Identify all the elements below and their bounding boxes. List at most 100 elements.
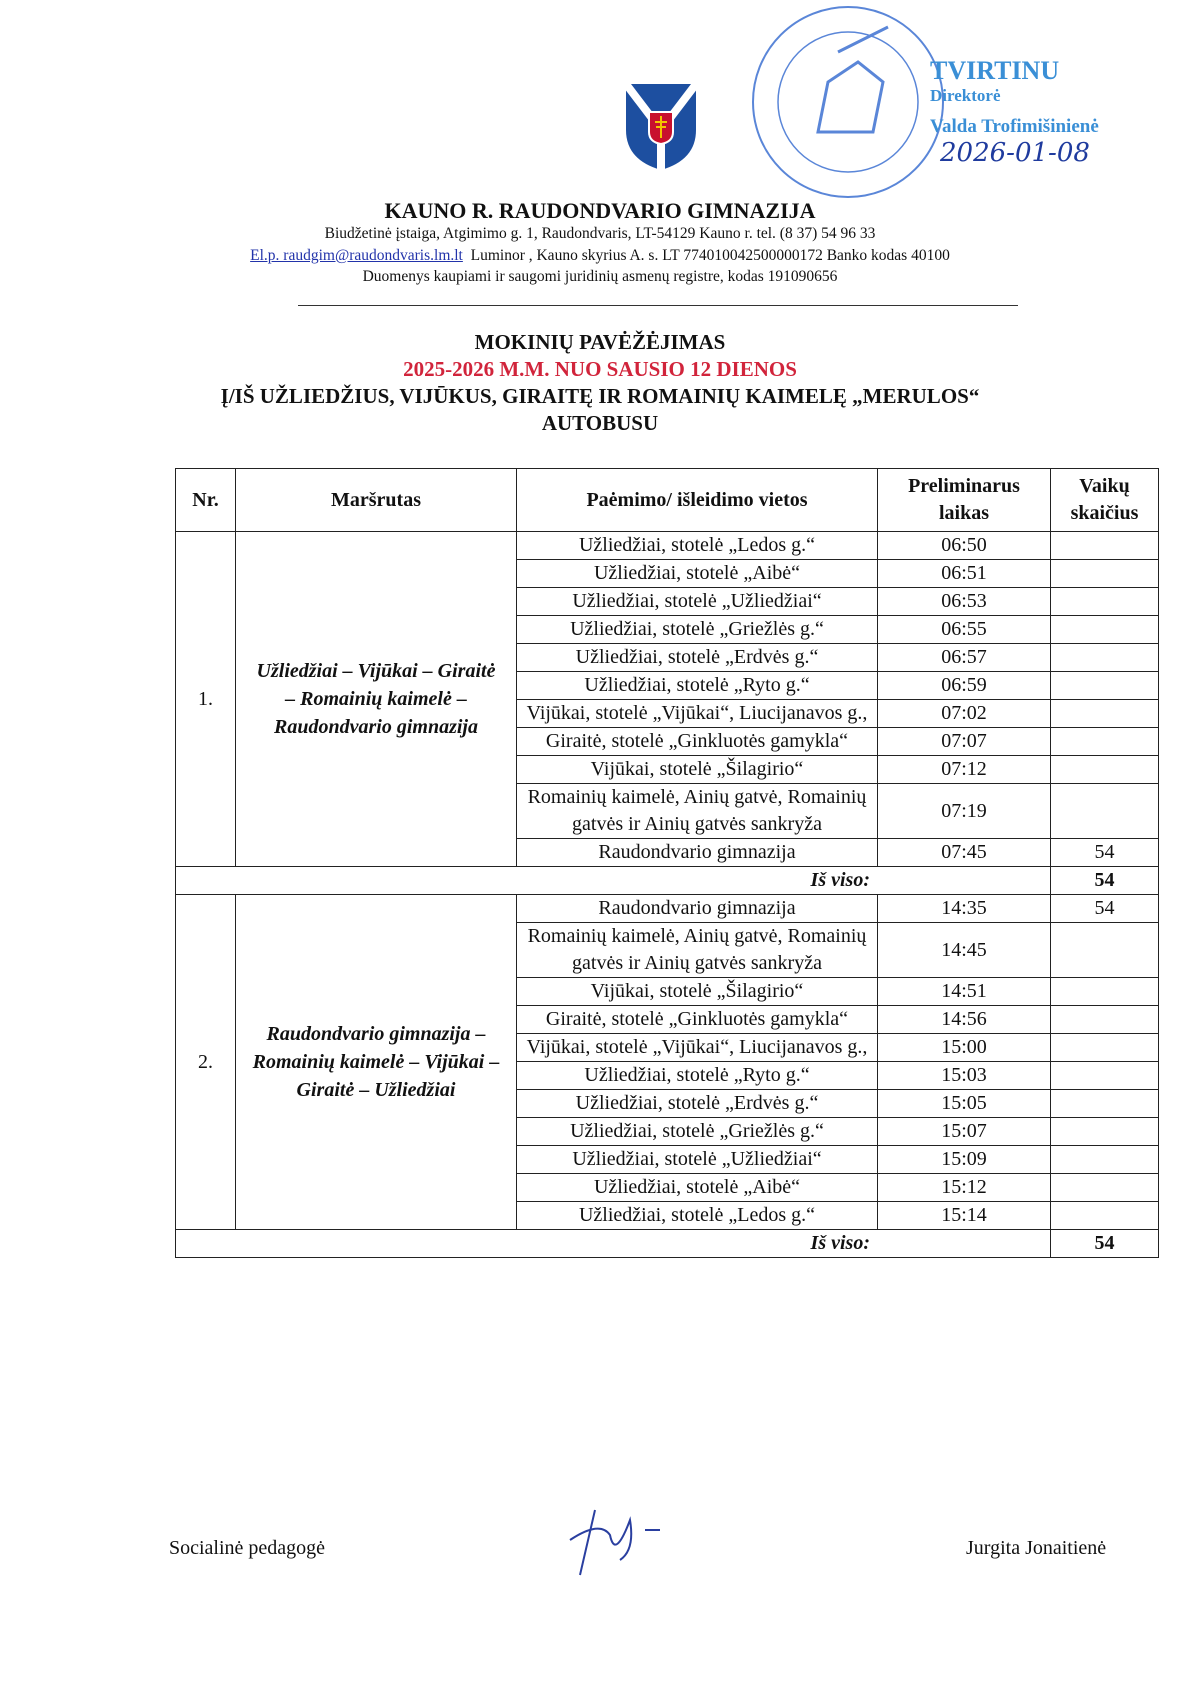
stop-time: 06:50 bbox=[877, 531, 1051, 560]
children-count bbox=[1050, 1145, 1159, 1174]
stop-name: Užliedžiai, stotelė „Griežlės g.“ bbox=[516, 615, 878, 644]
children-count bbox=[1050, 671, 1159, 700]
stop-name: Užliedžiai, stotelė „Ledos g.“ bbox=[516, 531, 878, 560]
children-count bbox=[1050, 1173, 1159, 1202]
stop-time: 15:05 bbox=[877, 1089, 1051, 1118]
school-name: KAUNO R. RAUDONDVARIO GIMNAZIJA bbox=[384, 198, 816, 223]
stop-time: 06:59 bbox=[877, 671, 1051, 700]
stop-name: Vijūkai, stotelė „Vijūkai“, Liucijanavos… bbox=[516, 699, 878, 728]
children-count bbox=[1050, 922, 1159, 978]
total-label: Iš viso: bbox=[175, 1229, 1051, 1258]
doc-vehicle: AUTOBUSU bbox=[541, 411, 659, 435]
stop-name: Užliedžiai, stotelė „Užliedžiai“ bbox=[516, 587, 878, 616]
table-row: Užliedžiai, stotelė „Užliedžiai“ 15:09 bbox=[176, 1145, 1159, 1174]
children-count bbox=[1050, 1061, 1159, 1090]
children-count bbox=[1050, 755, 1159, 784]
stop-time: 15:03 bbox=[877, 1061, 1051, 1090]
table-row: 1. Užliedžiai – Vijūkai – Giraitė – Romai… bbox=[175, 531, 1159, 867]
children-count bbox=[1050, 1005, 1159, 1034]
table-row: Užliedžiai, stotelė „Erdvės g.“ 06:57 bbox=[176, 643, 1159, 672]
stop-name: Giraitė, stotelė „Ginkluotės gamykla“ bbox=[516, 727, 878, 756]
children-count bbox=[1050, 783, 1159, 839]
table-row: 2. Raudondvario gimnazija – Romainių kaim… bbox=[175, 894, 1159, 1230]
stop-name: Užliedžiai, stotelė „Aibė“ bbox=[516, 559, 878, 588]
stop-time: 07:19 bbox=[877, 783, 1051, 839]
stop-time: 15:09 bbox=[877, 1145, 1051, 1174]
table-row: Vijūkai, stotelė „Vijūkai“, Liucijanavos… bbox=[176, 1033, 1159, 1062]
table-row: Giraitė, stotelė „Ginkluotės gamykla“ 07:… bbox=[176, 727, 1159, 756]
registry-line: Duomenys kaupiami ir saugomi juridinių a… bbox=[362, 268, 838, 285]
stop-time: 15:12 bbox=[877, 1173, 1051, 1202]
stop-name: Užliedžiai, stotelė „Erdvės g.“ bbox=[516, 1089, 878, 1118]
children-count bbox=[1050, 615, 1159, 644]
table-row: Užliedžiai, stotelė „Erdvės g.“ 15:05 bbox=[176, 1089, 1159, 1118]
children-count: 54 bbox=[1050, 838, 1159, 867]
table-row: Vijūkai, stotelė „Šilagirio“ 07:12 bbox=[176, 755, 1159, 784]
transport-schedule-table: Nr. Maršrutas Paėmimo/ išleidimo vietos … bbox=[175, 468, 1159, 1258]
col-children: Vaikų skaičius bbox=[1050, 468, 1159, 532]
stop-time: 06:51 bbox=[877, 559, 1051, 588]
table-row: Užliedžiai, stotelė „Ryto g.“ 15:03 bbox=[176, 1061, 1159, 1090]
stop-time: 07:02 bbox=[877, 699, 1051, 728]
stop-name: Vijūkai, stotelė „Šilagirio“ bbox=[516, 755, 878, 784]
total-label: Iš viso: bbox=[175, 866, 1051, 895]
stop-time: 07:12 bbox=[877, 755, 1051, 784]
address-line: Biudžetinė įstaiga, Atgimimo g. 1, Raudo… bbox=[324, 225, 876, 242]
table-row: Užliedžiai, stotelė „Ryto g.“ 06:59 bbox=[176, 671, 1159, 700]
stop-time: 14:51 bbox=[877, 977, 1051, 1006]
stop-name: Giraitė, stotelė „Ginkluotės gamykla“ bbox=[516, 1005, 878, 1034]
official-stamp bbox=[752, 6, 944, 198]
stop-time: 06:57 bbox=[877, 643, 1051, 672]
stop-name: Užliedžiai, stotelė „Griežlės g.“ bbox=[516, 1117, 878, 1146]
children-count bbox=[1050, 1089, 1159, 1118]
stop-time: 07:07 bbox=[877, 727, 1051, 756]
stop-name: Užliedžiai, stotelė „Ryto g.“ bbox=[516, 1061, 878, 1090]
children-count bbox=[1050, 977, 1159, 1006]
stop-name: Raudondvario gimnazija bbox=[516, 838, 878, 867]
approve-label: TVIRTINU bbox=[930, 56, 1060, 85]
stop-name: Užliedžiai, stotelė „Užliedžiai“ bbox=[516, 1145, 878, 1174]
contact-line: El.p. raudgim@raudondvaris.lm.lt Luminor… bbox=[0, 247, 1200, 265]
table-row: Užliedžiai, stotelė „Aibė“ 15:12 bbox=[176, 1173, 1159, 1202]
route-name: Raudondvario gimnazija – Romainių kaimel… bbox=[235, 894, 517, 1230]
stop-time: 06:53 bbox=[877, 587, 1051, 616]
col-time: Preliminarus laikas bbox=[877, 468, 1051, 532]
total-count: 54 bbox=[1050, 1229, 1159, 1258]
total-row: Iš viso: 54 bbox=[175, 1229, 1159, 1258]
footer-name: Jurgita Jonaitienė bbox=[966, 1537, 1107, 1559]
table-row: Užliedžiai, stotelė „Aibė“ 06:51 bbox=[176, 559, 1159, 588]
stop-name: Vijūkai, stotelė „Vijūkai“, Liucijanavos… bbox=[516, 1033, 878, 1062]
col-route: Maršrutas bbox=[235, 468, 517, 532]
stop-time: 14:35 bbox=[877, 894, 1051, 923]
stop-name: Romainių kaimelė, Ainių gatvė, Romainių … bbox=[516, 783, 878, 839]
table-row: Romainių kaimelė, Ainių gatvė, Romainių … bbox=[176, 922, 1159, 978]
email-link[interactable]: El.p. raudgim@raudondvaris.lm.lt bbox=[250, 247, 463, 264]
stop-time: 14:45 bbox=[877, 922, 1051, 978]
children-count bbox=[1050, 727, 1159, 756]
bank-info: Luminor , Kauno skyrius A. s. LT 7740100… bbox=[470, 247, 950, 264]
stop-time: 07:45 bbox=[877, 838, 1051, 867]
footer-role: Socialinė pedagogė bbox=[169, 1537, 326, 1559]
col-stops: Paėmimo/ išleidimo vietos bbox=[516, 468, 878, 532]
stop-name: Romainių kaimelė, Ainių gatvė, Romainių … bbox=[516, 922, 878, 978]
route-name: Užliedžiai – Vijūkai – Giraitė – Romaini… bbox=[235, 531, 517, 867]
table-row: Vijūkai, stotelė „Vijūkai“, Liucijanavos… bbox=[176, 699, 1159, 728]
children-count bbox=[1050, 531, 1159, 560]
approval-block: TVIRTINU Direktorė Valda Trofimišinienė … bbox=[930, 56, 1099, 168]
stop-time: 14:56 bbox=[877, 1005, 1051, 1034]
children-count bbox=[1050, 1033, 1159, 1062]
stop-name: Užliedžiai, stotelė „Erdvės g.“ bbox=[516, 643, 878, 672]
approval-date: 2026-01-08 bbox=[940, 138, 1090, 168]
stop-name: Užliedžiai, stotelė „Ryto g.“ bbox=[516, 671, 878, 700]
total-row: Iš viso: 54 bbox=[175, 866, 1159, 895]
stop-time: 15:00 bbox=[877, 1033, 1051, 1062]
total-count: 54 bbox=[1050, 866, 1159, 895]
stop-name: Vijūkai, stotelė „Šilagirio“ bbox=[516, 977, 878, 1006]
children-count bbox=[1050, 587, 1159, 616]
director-name: Valda Trofimišinienė bbox=[930, 116, 1099, 137]
route-number: 2. bbox=[175, 894, 236, 1230]
children-count: 54 bbox=[1050, 894, 1159, 923]
table-row: Giraitė, stotelė „Ginkluotės gamykla“ 14:… bbox=[176, 1005, 1159, 1034]
stop-name: Užliedžiai, stotelė „Ledos g.“ bbox=[516, 1201, 878, 1230]
